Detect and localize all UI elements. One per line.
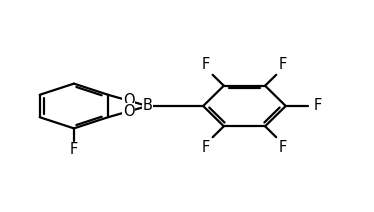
Text: F: F — [279, 140, 287, 155]
Text: F: F — [202, 140, 210, 155]
Text: F: F — [313, 99, 322, 113]
Text: O: O — [123, 104, 134, 119]
Text: B: B — [142, 99, 153, 113]
Text: F: F — [202, 57, 210, 72]
Text: O: O — [123, 93, 134, 108]
Text: F: F — [70, 142, 78, 157]
Text: F: F — [279, 57, 287, 72]
